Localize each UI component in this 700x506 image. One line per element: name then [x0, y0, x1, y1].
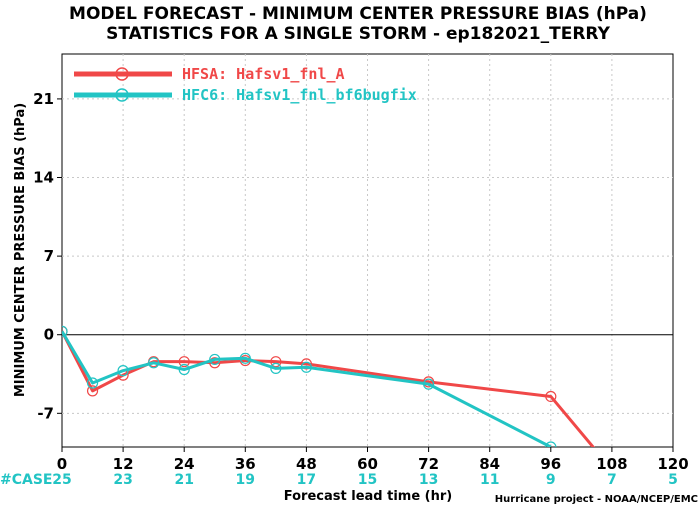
- case-count: 23: [113, 472, 132, 488]
- case-label: #CASE: [0, 472, 53, 488]
- y-tick-label: 14: [33, 169, 54, 187]
- y-tick-label: 0: [44, 326, 54, 344]
- case-count: 25: [52, 472, 71, 488]
- y-tick-label: 7: [44, 247, 54, 265]
- series-line: [62, 330, 552, 447]
- data-point: [300, 361, 312, 373]
- data-point: [148, 357, 160, 369]
- data-point: [300, 358, 312, 370]
- data-point: [423, 378, 435, 390]
- y-tick-labels: -7 0 7 14 21: [33, 90, 62, 422]
- case-count: 11: [480, 472, 499, 488]
- case-count: 21: [174, 472, 193, 488]
- case-count: 15: [358, 472, 377, 488]
- data-point: [209, 357, 221, 369]
- chart-title: MODEL FORECAST - MINIMUM CENTER PRESSURE…: [69, 4, 647, 24]
- data-point: [86, 385, 99, 397]
- data-point: [86, 377, 99, 389]
- legend-label: HFSA: Hafsv1_fnl_A: [182, 65, 345, 83]
- case-count: 17: [297, 472, 316, 488]
- credit-text: Hurricane project - NOAA/NCEP/EMC: [495, 494, 698, 505]
- x-tick-label: 0: [57, 455, 67, 473]
- x-tick-labels: 0 12 24 36 48 60 72 84 96 108 120: [57, 447, 689, 473]
- data-point: [178, 363, 190, 376]
- x-tick-label: 48: [296, 455, 317, 473]
- case-count: 19: [236, 472, 255, 488]
- grid-lines: [62, 54, 673, 447]
- x-tick-label: 108: [596, 455, 627, 473]
- data-point: [270, 362, 282, 374]
- legend-marker: [115, 67, 129, 81]
- x-tick-label: 60: [357, 455, 378, 473]
- case-count: 7: [607, 472, 617, 488]
- x-tick-label: 36: [235, 455, 256, 473]
- x-tick-label: 96: [540, 455, 561, 473]
- legend: HFSA: Hafsv1_fnl_A HFC6: Hafsv1_fnl_bf6bu…: [74, 65, 417, 104]
- legend-label: HFC6: Hafsv1_fnl_bf6bugfix: [182, 86, 417, 104]
- data-point: [178, 356, 190, 368]
- series-line: [62, 330, 596, 447]
- x-tick-label: 84: [479, 455, 500, 473]
- data-point: [270, 356, 282, 368]
- data-point: [209, 353, 221, 366]
- series-lines: [62, 325, 596, 447]
- case-count: 13: [419, 472, 438, 488]
- data-point: [545, 390, 557, 403]
- case-counts: 25 23 21 19 17 15 13 11 9 7 5: [52, 472, 678, 488]
- series-2: [62, 325, 557, 447]
- chart-subtitle: STATISTICS FOR A SINGLE STORM - ep182021…: [106, 24, 610, 44]
- x-axis-label: Forecast lead time (hr): [284, 489, 452, 504]
- y-axis-label: MINIMUM CENTER PRESSURE BIAS (hPa): [13, 103, 28, 397]
- case-count: 5: [668, 472, 678, 488]
- x-tick-label: 12: [113, 455, 134, 473]
- x-tick-label: 24: [174, 455, 195, 473]
- data-point: [62, 325, 68, 337]
- case-count: 9: [546, 472, 556, 488]
- y-tick-label: 21: [33, 90, 54, 108]
- data-point: [545, 441, 557, 447]
- y-tick-label: -7: [37, 404, 54, 422]
- x-tick-label: 72: [418, 455, 439, 473]
- x-tick-label: 120: [657, 455, 688, 473]
- legend-marker: [115, 88, 129, 102]
- data-point: [239, 352, 251, 364]
- data-point: [117, 365, 129, 377]
